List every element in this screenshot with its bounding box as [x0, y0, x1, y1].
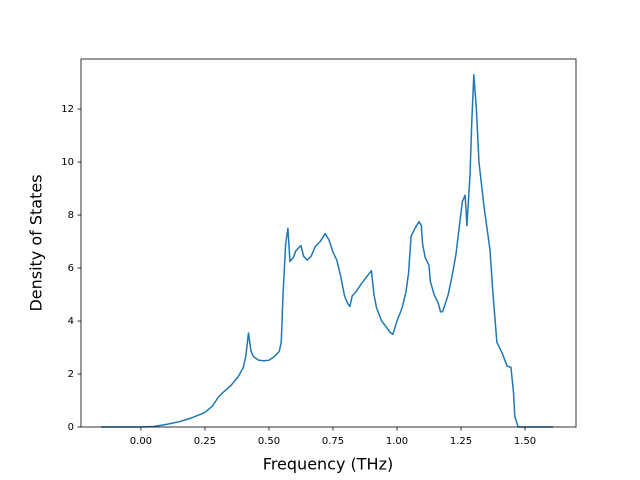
x-tick-label: 0.50 [258, 436, 280, 447]
x-tick-label: 0.25 [194, 436, 216, 447]
x-tick-label: 0.00 [130, 436, 152, 447]
x-tick-label: 1.00 [386, 436, 408, 447]
y-tick-label: 2 [68, 369, 74, 380]
x-axis-label: Frequency (THz) [263, 455, 393, 474]
x-tick-label: 0.75 [322, 436, 344, 447]
x-tick-label: 1.25 [450, 436, 472, 447]
x-tick-label: 1.50 [514, 436, 536, 447]
y-tick-label: 10 [61, 157, 74, 168]
plot-frame [80, 58, 577, 428]
y-tick-label: 8 [68, 210, 74, 221]
y-tick-label: 0 [68, 422, 74, 433]
line-series [100, 73, 554, 428]
y-tick-label: 12 [61, 104, 74, 115]
y-tick-label: 6 [68, 263, 74, 274]
y-axis-label: Density of States [27, 174, 46, 311]
y-tick-label: 4 [68, 316, 74, 327]
